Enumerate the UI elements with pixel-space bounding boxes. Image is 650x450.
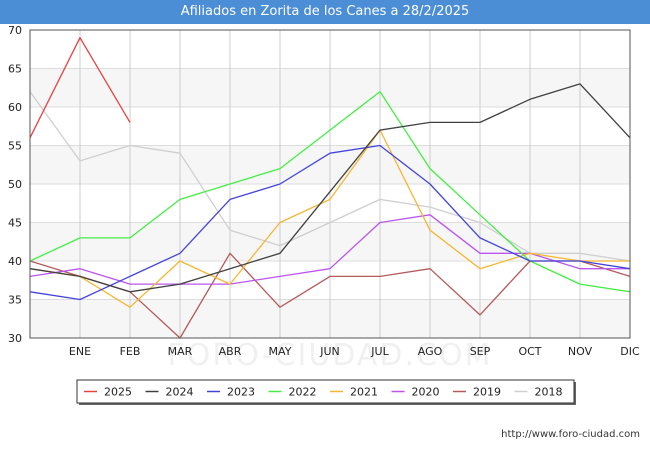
chart-title: Afiliados en Zorita de los Canes a 28/2/…	[0, 0, 650, 24]
legend-label-2018: 2018	[535, 386, 563, 399]
series-line-2023	[29, 144, 631, 301]
y-tick-label: 60	[8, 101, 22, 114]
watermark: FORO-CIUDAD.COM	[168, 338, 493, 373]
source-text: http://www.foro-ciudad.com	[501, 429, 640, 440]
y-tick-label: 45	[8, 217, 22, 230]
legend-label-2020: 2020	[412, 386, 440, 399]
series-line-2024	[29, 83, 631, 293]
x-tick-label: FEB	[120, 345, 141, 358]
y-axis-ticks: 30 35 40 45 50 55 60 65 70	[8, 24, 22, 345]
x-tick-label: SEP	[470, 345, 491, 358]
y-tick-label: 30	[8, 332, 22, 345]
legend-label-2021: 2021	[350, 386, 378, 399]
plot-frame	[29, 29, 631, 339]
y-tick-label: 55	[8, 140, 22, 153]
x-tick-label: NOV	[568, 345, 593, 358]
legend-label-2022: 2022	[289, 386, 317, 399]
legend-label-2023: 2023	[227, 386, 255, 399]
y-tick-label: 35	[8, 294, 22, 307]
x-tick-label: OCT	[518, 345, 541, 358]
legend-box	[76, 379, 575, 404]
legend-label-2025: 2025	[104, 386, 132, 399]
series-line-2025	[29, 37, 131, 139]
x-axis-ticks: ENE FEB MAR ABR MAY JUN JUL AGO SEP OCT NOV DIC	[69, 345, 640, 358]
y-tick-label: 65	[8, 63, 22, 76]
x-tick-label: DIC	[620, 345, 640, 358]
x-tick-label: ABR	[219, 345, 242, 358]
legend: 2025 2024 2023 2022 2021 2020 2019 2018	[76, 379, 576, 405]
x-tick-label: JUL	[370, 345, 389, 358]
y-tick-label: 40	[8, 255, 22, 268]
series-lines	[29, 37, 631, 339]
series-line-2021	[29, 129, 630, 308]
x-tick-label: MAR	[168, 345, 193, 358]
y-tick-label: 70	[8, 24, 22, 37]
x-tick-label: JUN	[319, 345, 340, 358]
x-tick-label: ENE	[69, 345, 91, 358]
legend-label-2019: 2019	[473, 386, 501, 399]
y-tick-label: 50	[8, 178, 22, 191]
x-tick-label: MAY	[269, 345, 292, 358]
legend-label-2024: 2024	[166, 386, 194, 399]
x-tick-label: AGO	[418, 345, 443, 358]
